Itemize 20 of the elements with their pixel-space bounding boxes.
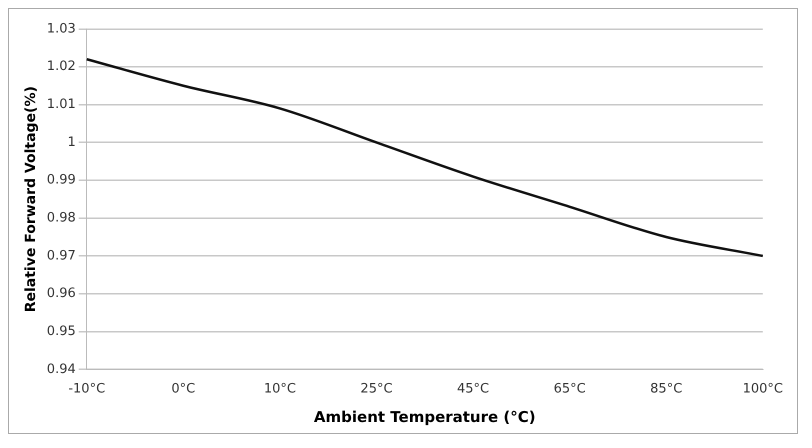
x-tick-label: -10°C xyxy=(68,382,106,397)
y-tick-label: 0.95 xyxy=(46,324,76,339)
y-tick-label: 1.01 xyxy=(46,97,76,112)
y-tick-label: 1.03 xyxy=(46,21,76,36)
y-tick-label: 0.98 xyxy=(46,210,76,226)
y-tick-label: 1 xyxy=(67,134,76,150)
x-tick-label: 45°C xyxy=(457,382,490,397)
x-tick-label: 65°C xyxy=(554,382,586,397)
y-tick-label: 0.94 xyxy=(46,362,76,377)
y-tick-label: 0.97 xyxy=(46,248,76,264)
x-tick-label: 25°C xyxy=(360,382,393,397)
x-tick-label: 100°C xyxy=(742,382,783,397)
y-axis-title: Relative Forward Voltage(%) xyxy=(23,86,40,312)
x-tick-label: 85°C xyxy=(650,382,682,397)
y-tick-label: 0.96 xyxy=(46,286,76,302)
y-tick-label: 0.99 xyxy=(46,172,76,188)
x-axis-title: Ambient Temperature (°C) xyxy=(314,408,536,426)
x-tick-label: 0°C xyxy=(171,382,196,397)
y-tick-label: 1.02 xyxy=(46,59,76,74)
x-tick-label: 10°C xyxy=(264,382,296,397)
